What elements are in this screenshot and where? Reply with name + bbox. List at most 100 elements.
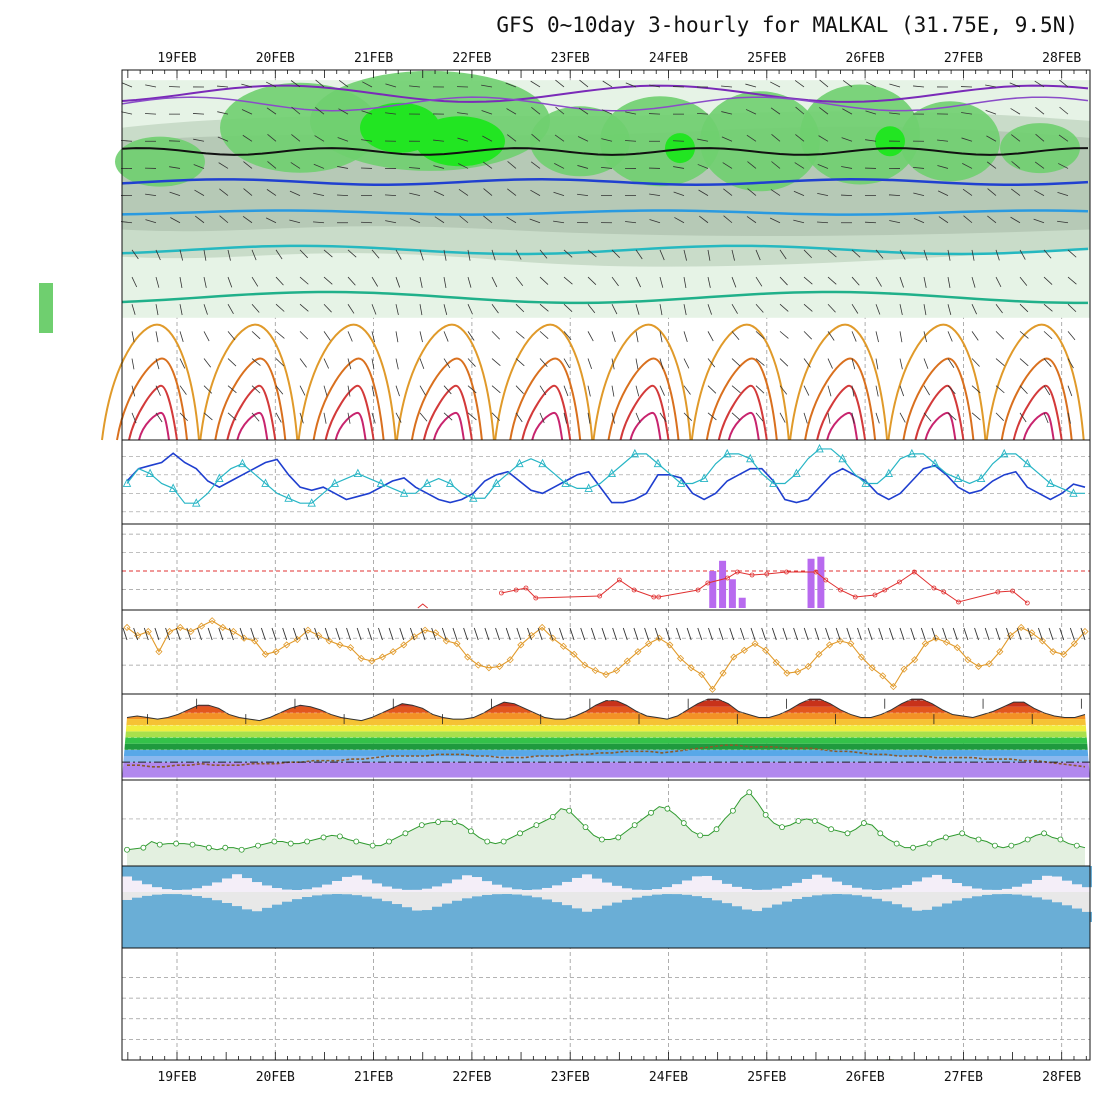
wind-barb — [515, 276, 524, 286]
rh-marker — [615, 834, 622, 841]
surface-wind-barb — [910, 627, 916, 641]
surface-wind-barb — [260, 627, 266, 641]
surface-wind-barb — [825, 627, 830, 641]
cloud-mid-bar — [832, 894, 842, 922]
cloud-mid-bar — [442, 903, 452, 922]
wind-barb — [203, 304, 208, 315]
surface-wind-barb — [963, 627, 969, 641]
cloud-mid-bar — [662, 894, 672, 922]
wind-barb — [483, 188, 493, 196]
surface-wind-barb — [527, 627, 532, 641]
wind-barb — [361, 110, 373, 115]
wind-barb — [707, 304, 712, 315]
wind-speed-marker — [868, 664, 876, 672]
wind-barb — [707, 276, 711, 288]
wind-barb — [659, 412, 667, 423]
wind-barb — [482, 161, 493, 169]
cloud-mid-bar — [472, 896, 482, 922]
surface-wind-barb — [1006, 627, 1011, 641]
rh-marker — [500, 838, 507, 845]
rh-marker — [959, 830, 966, 837]
thickness-marker — [653, 458, 663, 468]
cloud-high-bar — [432, 866, 442, 887]
wind-barb — [395, 276, 401, 288]
cloud-mid-bar — [312, 895, 322, 922]
wind-barb — [587, 331, 594, 342]
thickness-marker — [792, 468, 801, 478]
temp-contour-25-wave — [494, 323, 594, 441]
cloud-mid-bar — [732, 906, 742, 922]
wind-barb — [323, 276, 333, 285]
cloud-mid-bar — [1032, 897, 1042, 922]
wind-barb — [1035, 133, 1045, 142]
wind-barb — [227, 331, 236, 341]
rh-marker — [599, 836, 605, 843]
cloud-high-bar — [232, 866, 242, 875]
rh-marker — [1024, 836, 1031, 843]
cloud-high-bar — [932, 866, 942, 875]
wind-barb — [179, 412, 188, 422]
cloud-mid-bar — [602, 905, 612, 922]
lifted-index-marker — [498, 590, 504, 596]
wind-barb — [731, 331, 740, 341]
thickness-marker — [930, 458, 940, 468]
temp-band — [122, 719, 1090, 726]
wind-barb — [338, 80, 349, 88]
wind-barb — [241, 109, 253, 115]
wind-barb — [299, 303, 309, 312]
wind-barb — [554, 162, 565, 169]
wind-speed-marker — [815, 650, 823, 658]
lifted-index-marker — [784, 569, 789, 575]
surface-wind-barb — [495, 627, 500, 641]
wind-barb — [707, 385, 717, 394]
lifted-index-marker — [941, 589, 947, 595]
thickness-marker — [445, 478, 455, 487]
wind-barb — [866, 81, 877, 88]
wind-speed-marker — [293, 635, 301, 644]
surface-wind-barb — [335, 627, 341, 641]
wind-barb — [467, 358, 476, 367]
wind-barb — [491, 412, 501, 421]
wind-barb — [851, 412, 855, 424]
wind-barb — [793, 219, 805, 224]
wind-barb — [899, 385, 905, 397]
wind-barb — [419, 249, 424, 261]
wind-barb — [1019, 358, 1029, 367]
temp-contour-40-wave — [1022, 411, 1055, 441]
wind-barb — [251, 276, 259, 287]
wind-barb — [875, 412, 880, 424]
surface-wind-barb — [814, 627, 820, 641]
wind-barb — [1019, 249, 1026, 260]
wind-barb — [179, 385, 187, 395]
wind-barb — [155, 385, 161, 396]
lifted-index-marker — [931, 585, 937, 591]
wind-barb — [371, 249, 380, 259]
cloud-mid-bar — [282, 901, 292, 922]
wind-barb — [347, 385, 351, 397]
wind-barb — [291, 106, 301, 115]
cloud-high-bar — [642, 866, 652, 890]
cloud-high-bar — [562, 866, 572, 882]
date-label-top: 20FEB — [256, 51, 295, 66]
wind-barb — [577, 136, 589, 142]
wind-barb — [563, 276, 573, 285]
wind-speed-marker — [1017, 623, 1025, 632]
cape-bar — [728, 579, 736, 608]
wind-barb — [923, 304, 927, 316]
chart-title: GFS 0~10day 3-hourly for MALKAL (31.75E,… — [496, 13, 1078, 37]
frame-layer — [121, 69, 1091, 1061]
cloud-mid-bar — [272, 904, 282, 922]
thickness-marker — [815, 443, 824, 453]
cloud-mid-bar — [222, 902, 232, 922]
surface-wind-barb — [846, 627, 852, 641]
wind-barb — [913, 167, 925, 169]
wind-barb — [611, 331, 616, 342]
thickness-marker — [515, 458, 524, 468]
date-label-top: 28FEB — [1042, 51, 1081, 66]
wind-barb — [179, 276, 183, 288]
wind-barb — [947, 304, 952, 315]
surface-wind-barb — [771, 627, 777, 641]
rh-marker — [1008, 842, 1015, 849]
lifted-index-marker — [813, 569, 819, 575]
wind-barb — [746, 216, 757, 224]
